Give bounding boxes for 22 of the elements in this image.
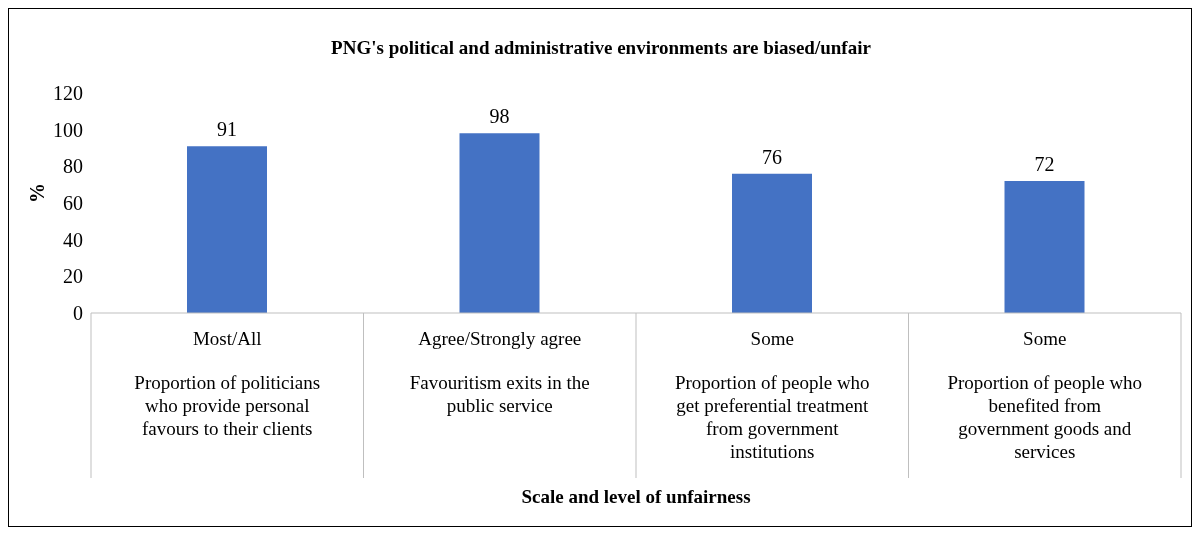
y-axis-title: % [26,183,49,203]
category-label: Most/All Proportion of politicians who provide personal favours to their clients [134,328,321,439]
y-tick-label: 60 [63,192,83,215]
y-tick-label: 100 [53,118,83,141]
data-label: 91 [217,118,237,141]
y-tick-label: 40 [63,228,83,251]
chart-title: PNG's political and administrative environments are biased/unfair [330,37,872,59]
y-tick-label: 120 [53,82,83,105]
bar [187,146,267,313]
category-label: Some Proportion of people who get preferential treatment from government institutions [674,328,870,462]
data-label: 72 [1034,153,1055,175]
category-label: Some Proportion of people who benefited from government goods and services [947,328,1143,462]
y-tick-label: 0 [73,302,83,325]
data-label: 76 [762,145,782,168]
text: Scale and level of unfairness [520,486,752,508]
y-tick-label: 80 [63,155,83,178]
bar [1004,181,1085,313]
y-tick-label: 20 [63,265,83,288]
bar [459,133,540,313]
data-label: 98 [489,105,510,128]
category-label: Agree/Strongly agree Favouritism exits in the public service [409,328,590,416]
bar [732,173,812,313]
